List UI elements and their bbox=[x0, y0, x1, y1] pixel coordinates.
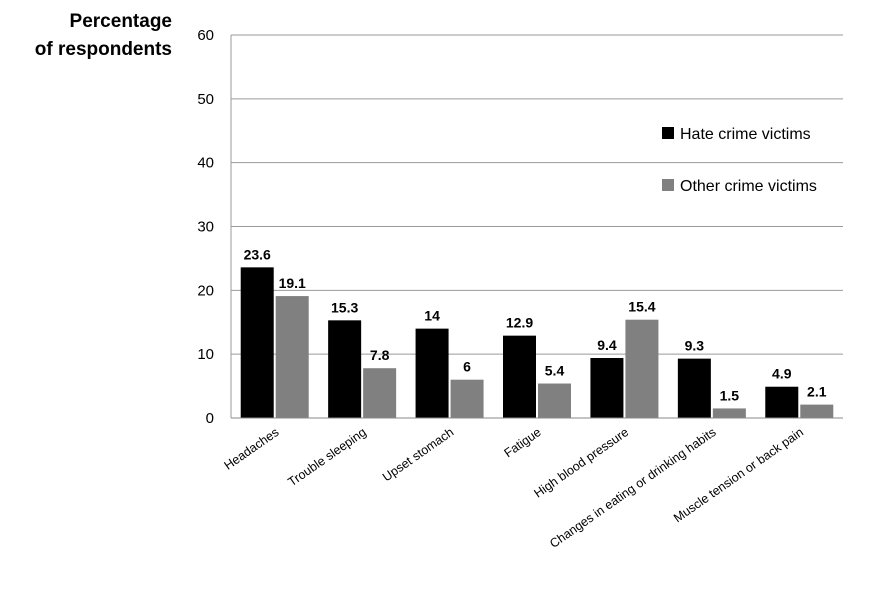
x-category-label: Trouble sleeping bbox=[285, 425, 368, 489]
data-label: 6 bbox=[463, 359, 471, 375]
y-axis-label-line-2: of respondents bbox=[35, 39, 172, 60]
data-label: 19.1 bbox=[279, 275, 306, 291]
y-tick-label: 60 bbox=[197, 27, 214, 44]
x-category-label: Upset stomach bbox=[380, 425, 456, 484]
bar-other-crime-victims-trouble-sleeping bbox=[363, 368, 397, 418]
data-label: 2.1 bbox=[807, 384, 827, 400]
gridlines bbox=[230, 34, 843, 418]
y-tick-label: 20 bbox=[197, 282, 214, 299]
bar-hate-crime-victims-fatigue bbox=[503, 335, 536, 418]
legend-label-hate-crime-victims: Hate crime victims bbox=[680, 126, 811, 143]
y-tick-label: 50 bbox=[197, 91, 214, 108]
data-label: 12.9 bbox=[506, 315, 533, 331]
y-axis-label-line-1: Percentage bbox=[70, 11, 172, 32]
y-axis-ticks: 0 10 20 30 40 50 60 bbox=[197, 27, 214, 427]
data-label: 15.3 bbox=[331, 299, 358, 315]
data-labels: 23.6 19.1 15.3 7.8 14 6 12.9 5.4 9.4 15.4 9.3 1.5 4.… bbox=[244, 246, 827, 403]
bars bbox=[240, 267, 834, 418]
bar-other-crime-victims-headaches bbox=[275, 296, 309, 418]
data-label: 15.4 bbox=[628, 299, 655, 315]
bar-hate-crime-victims-changes-in-eating-or-drinking-habits bbox=[677, 358, 711, 418]
data-label: 4.9 bbox=[772, 366, 792, 382]
bar-hate-crime-victims-headaches bbox=[240, 267, 274, 418]
legend-swatch-other-crime-victims bbox=[662, 179, 674, 191]
data-label: 23.6 bbox=[244, 246, 271, 262]
data-label: 7.8 bbox=[370, 347, 390, 363]
bar-hate-crime-victims-high-blood-pressure bbox=[590, 357, 624, 418]
x-category-label: High blood pressure bbox=[531, 425, 631, 501]
bar-hate-crime-victims-muscle-tension-or-back-pain bbox=[765, 386, 799, 418]
data-label: 9.4 bbox=[597, 337, 617, 353]
legend: Hate crime victims Other crime victims bbox=[662, 126, 817, 195]
bar-hate-crime-victims-upset-stomach bbox=[415, 328, 449, 418]
x-category-label: Changes in eating or drinking habits bbox=[547, 425, 718, 551]
bar-other-crime-victims-fatigue bbox=[538, 383, 571, 418]
bar-other-crime-victims-muscle-tension-or-back-pain bbox=[800, 404, 834, 418]
data-label: 1.5 bbox=[720, 387, 740, 403]
y-tick-label: 40 bbox=[197, 155, 214, 172]
data-label: 9.3 bbox=[685, 338, 705, 354]
legend-swatch-hate-crime-victims bbox=[662, 127, 674, 139]
bar-other-crime-victims-upset-stomach bbox=[450, 379, 484, 418]
y-tick-label: 30 bbox=[197, 219, 214, 236]
y-tick-label: 10 bbox=[197, 346, 214, 363]
bar-hate-crime-victims-trouble-sleeping bbox=[328, 320, 362, 418]
legend-label-other-crime-victims: Other crime victims bbox=[680, 178, 817, 195]
data-label: 14 bbox=[424, 308, 440, 324]
bar-other-crime-victims-changes-in-eating-or-drinking-habits bbox=[712, 408, 746, 418]
y-tick-label: 0 bbox=[206, 410, 214, 427]
x-category-label: Fatigue bbox=[502, 425, 544, 460]
x-axis-categories: Headaches Trouble sleeping Upset stomach Fa… bbox=[222, 425, 806, 551]
x-category-label: Headaches bbox=[222, 425, 282, 473]
bar-other-crime-victims-high-blood-pressure bbox=[625, 319, 659, 418]
data-label: 5.4 bbox=[545, 363, 565, 379]
